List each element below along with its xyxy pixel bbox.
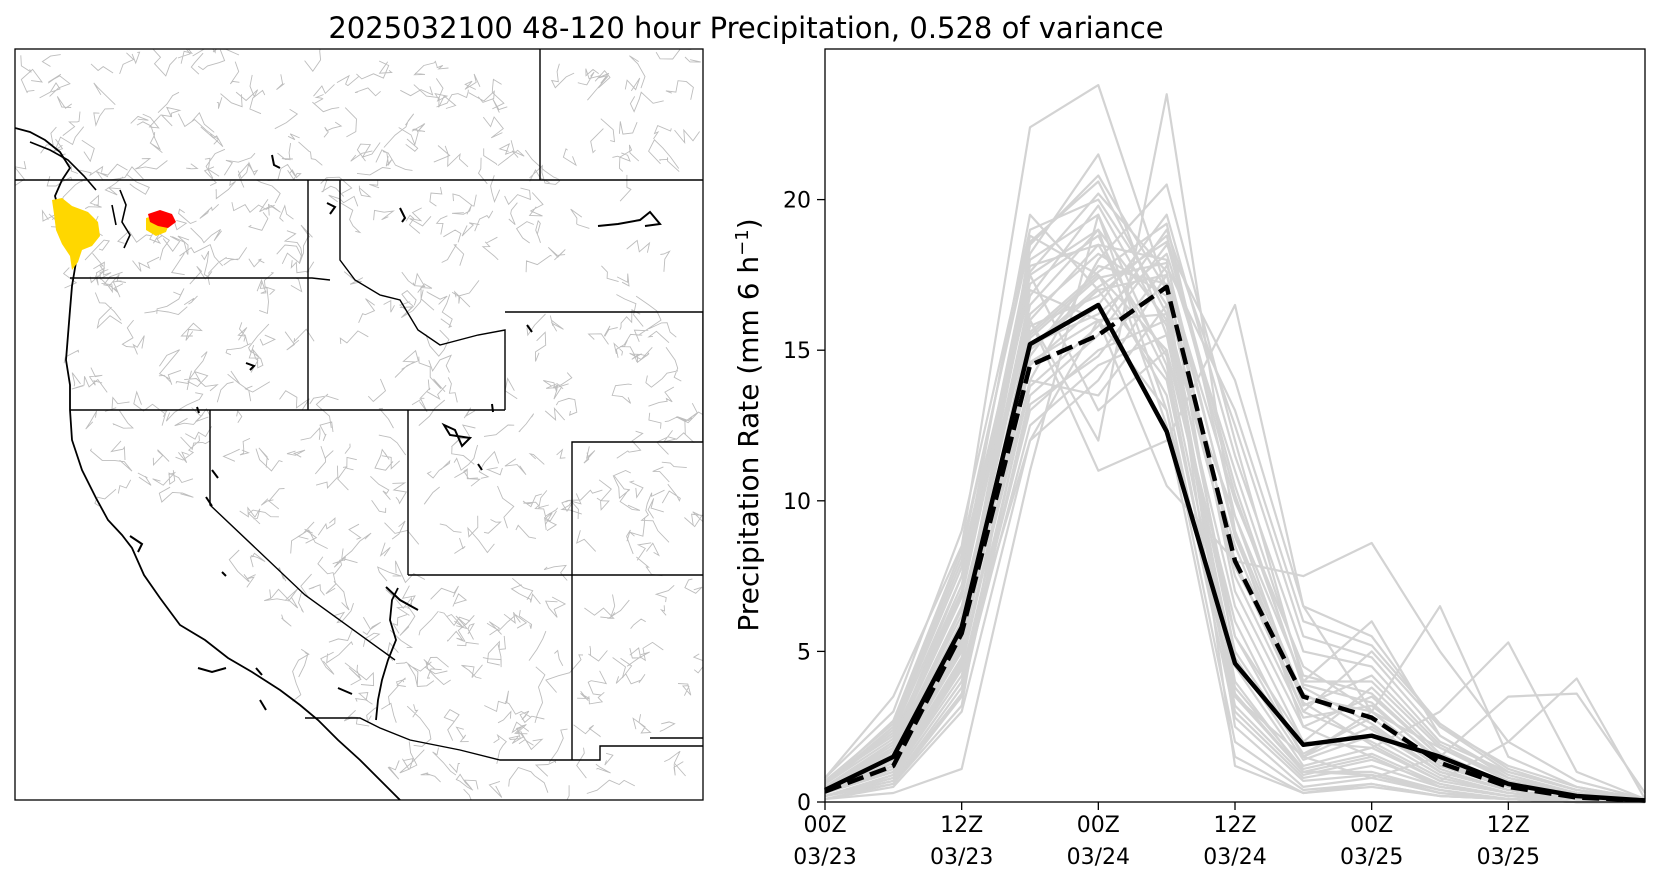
colorado-river [375,587,399,721]
y-axis: 0 5 10 15 20 [783,189,825,816]
y-tick-label: 15 [783,339,811,364]
ensemble-member-line [824,264,1646,801]
x-tick-label-date: 03/25 [1340,845,1403,870]
y-tick-label: 5 [797,640,811,665]
chart-area: 0 5 10 15 20 00Z 03/23 12Z 03/23 00Z 03/24 12Z 03/2… [732,48,1646,870]
ensemble-member-line [824,228,1646,801]
ensemble-member-line [824,213,1646,801]
y-tick-label: 10 [783,490,811,515]
basin-boundary-lines [15,49,703,800]
basin-outlines [15,49,703,800]
ensemble-member-line [824,261,1646,800]
x-tick-label-time: 12Z [940,813,983,838]
x-tick-label-date: 03/24 [1203,845,1266,870]
state-boundaries [15,49,703,761]
ensemble-members [824,83,1646,804]
ensemble-member-line [824,313,1646,804]
ensemble-member-line [824,240,1646,802]
y-tick-label: 20 [783,189,811,214]
figure-title: 2025032100 48-120 hour Precipitation, 0.… [328,11,1163,45]
x-tick-label-time: 00Z [803,813,846,838]
x-tick-label-time: 00Z [1350,813,1393,838]
x-axis: 00Z 03/23 12Z 03/23 00Z 03/24 12Z 03/24 00Z 03/25… [793,802,1540,870]
pacific-coastline [15,127,401,800]
highlight-basin-gold-coast [52,198,100,270]
ensemble-member-line [824,180,1645,804]
highlight-basin-red [148,210,176,228]
x-tick-label-time: 12Z [1487,813,1530,838]
dashed-series-line [824,284,1646,803]
ensemble-member-line [824,243,1646,801]
x-tick-label-time: 12Z [1213,813,1256,838]
x-tick-label-time: 00Z [1077,813,1120,838]
basin-map [14,48,704,801]
highlight-series [824,284,1646,803]
ensemble-member-line [824,93,1645,804]
x-tick-label-date: 03/24 [1067,845,1130,870]
map-frame [14,48,704,801]
ensemble-member-line [824,303,1646,801]
y-tick-label: 0 [797,791,811,816]
x-tick-label-date: 03/25 [1477,845,1540,870]
y-axis-label: Precipitation Rate (mm 6 h−1) [732,218,765,631]
x-tick-label-date: 03/23 [930,845,993,870]
x-tick-label-date: 03/23 [793,845,856,870]
